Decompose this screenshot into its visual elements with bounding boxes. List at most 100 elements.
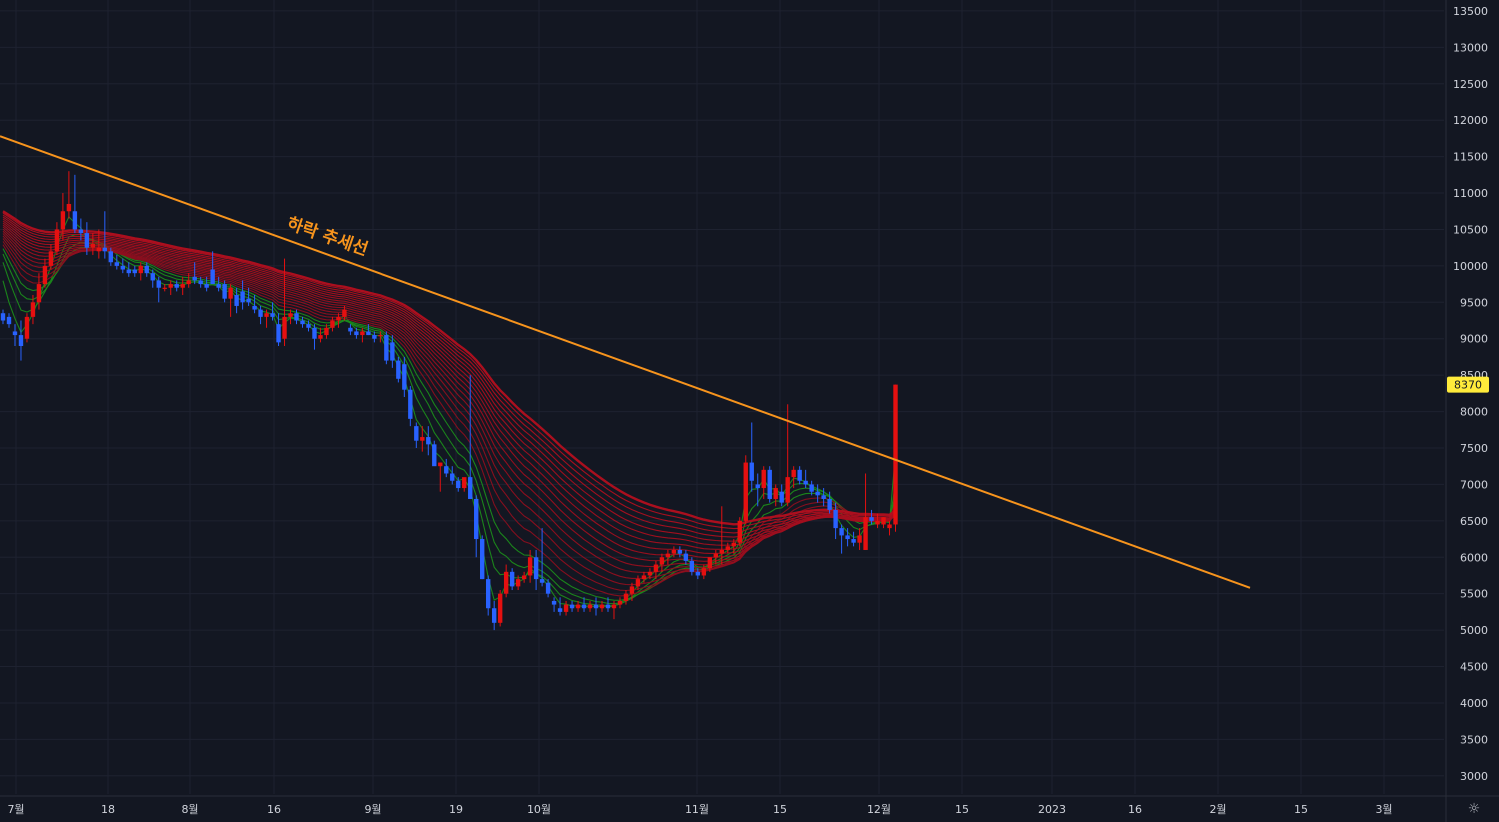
ribbon-line: [2, 233, 897, 607]
candle-body: [485, 579, 491, 609]
ribbon-line: [2, 212, 896, 530]
candle-body: [12, 331, 18, 336]
y-tick-label: 6000: [1460, 551, 1488, 564]
candle-body: [6, 316, 12, 325]
candle-body: [719, 549, 724, 554]
x-tick-label: 9월: [364, 803, 381, 816]
candle-body: [30, 302, 36, 317]
candle-body: [593, 604, 599, 609]
y-tick-label: 13500: [1453, 5, 1488, 18]
x-tick-label: 11월: [685, 803, 709, 816]
candle-body: [330, 320, 335, 328]
candle-body: [216, 284, 221, 288]
candle-body: [623, 593, 629, 601]
candle-body: [731, 542, 736, 547]
candle-body: [767, 469, 772, 499]
candle-body: [707, 557, 713, 569]
candle-body: [42, 265, 48, 285]
candle-body: [863, 517, 868, 550]
candle-body: [294, 313, 299, 321]
candle-body: [737, 520, 742, 543]
candle-body: [132, 269, 137, 274]
candle-body: [533, 557, 539, 580]
y-tick-label: 11000: [1453, 187, 1488, 200]
candle-body: [120, 265, 125, 270]
candle-body: [300, 320, 305, 325]
candle-body: [635, 579, 641, 587]
last-price-badge: [1447, 376, 1489, 393]
candle-body: [557, 608, 563, 612]
candle-body: [713, 553, 719, 558]
candle-body: [497, 593, 503, 623]
candle-body: [0, 313, 6, 321]
x-tick-label: 2월: [1209, 803, 1226, 816]
candle-body: [378, 335, 383, 337]
candle-body: [581, 604, 587, 609]
candle-body: [480, 539, 485, 580]
y-tick-label: 13000: [1453, 41, 1488, 54]
y-tick-label: 9000: [1460, 333, 1488, 346]
candle-body: [743, 462, 748, 521]
ribbon-line: [2, 241, 897, 592]
y-tick-label: 10500: [1453, 223, 1488, 236]
x-tick-label: 15: [955, 803, 969, 816]
candle-body: [234, 295, 239, 306]
candle-body: [240, 291, 245, 303]
candle-body: [653, 564, 659, 572]
ribbon-line: [2, 214, 896, 534]
candle-body: [372, 335, 377, 339]
candle-body: [420, 437, 425, 441]
candlestick-series: [0, 171, 898, 631]
candle-body: [222, 284, 227, 299]
candle-body: [306, 324, 311, 328]
candle-body: [402, 364, 407, 390]
candle-body: [539, 579, 545, 583]
x-tick-label: 10월: [527, 803, 551, 816]
candle-body: [725, 546, 730, 550]
ribbon-line: [2, 241, 897, 605]
candle-body: [845, 535, 850, 540]
ribbon-line: [2, 218, 896, 542]
candle-body: [647, 571, 653, 576]
candle-body: [48, 251, 54, 266]
candle-body: [695, 571, 701, 576]
trendline: [0, 135, 1251, 589]
ribbon-line: [2, 210, 897, 526]
y-tick-label: 11500: [1453, 151, 1488, 164]
candle-body: [755, 484, 760, 489]
candle-body: [875, 520, 880, 525]
candle-body: [474, 498, 479, 540]
candle-body: [192, 276, 197, 281]
x-tick-label: 16: [267, 803, 281, 816]
candle-body: [545, 582, 551, 594]
candle-body: [426, 437, 431, 445]
x-tick-label: 2023: [1038, 803, 1066, 816]
candle-body: [761, 469, 766, 489]
candle-body: [270, 313, 275, 317]
y-tick-label: 4500: [1460, 661, 1488, 674]
y-tick-label: 6500: [1460, 515, 1488, 528]
ribbon-line: [2, 244, 897, 597]
candle-body: [432, 444, 437, 467]
candle-body: [773, 488, 778, 499]
candle-body: [204, 284, 209, 288]
candle-body: [246, 298, 251, 303]
ribbon-line: [2, 222, 896, 550]
x-axis: 7월 18 8월 16 9월 19 10월 11월 15 12월 15 2023 16 2월 15 3월: [7, 803, 1392, 816]
candle-body: [276, 324, 281, 343]
candle-body: [815, 491, 820, 496]
y-tick-label: 5000: [1460, 624, 1488, 637]
candle-body: [252, 305, 257, 310]
ribbon-line: [2, 220, 896, 546]
candle-body: [599, 604, 605, 609]
y-tick-label: 12500: [1453, 78, 1488, 91]
candle-body: [450, 473, 455, 481]
candle-body: [162, 287, 167, 289]
candle-body: [641, 575, 647, 580]
candle-body: [324, 327, 329, 336]
settings-icon[interactable]: ☼: [1467, 801, 1481, 817]
candle-body: [24, 316, 30, 339]
candle-body: [54, 229, 60, 252]
